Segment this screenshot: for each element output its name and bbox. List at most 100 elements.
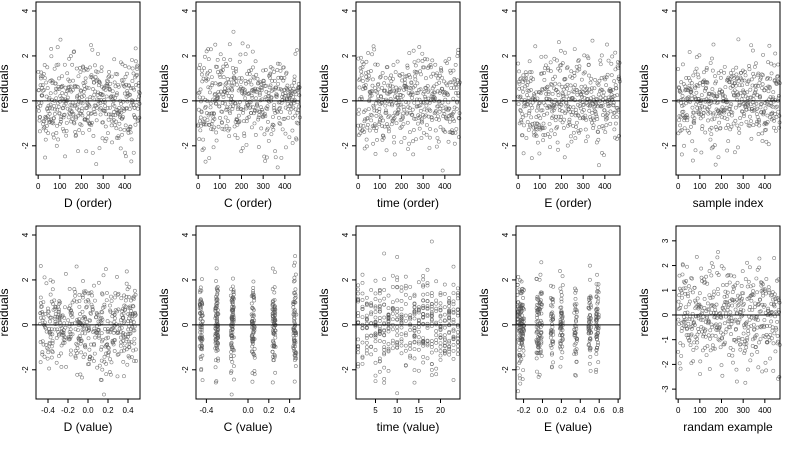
- data-point: [767, 43, 772, 48]
- data-point: [558, 333, 562, 338]
- data-point: [425, 84, 430, 88]
- data-point: [382, 365, 387, 370]
- data-point: [213, 81, 218, 86]
- data-point: [403, 363, 408, 368]
- data-point: [48, 335, 53, 340]
- data-point: [111, 342, 116, 347]
- data-point: [278, 122, 283, 126]
- data-point: [680, 272, 685, 277]
- data-point: [82, 289, 86, 294]
- data-point: [114, 322, 119, 327]
- data-point: [418, 87, 423, 92]
- data-point: [521, 368, 526, 372]
- data-point: [255, 103, 260, 108]
- data-point: [88, 310, 93, 315]
- data-point: [436, 139, 441, 144]
- data-point: [360, 304, 365, 309]
- data-point: [696, 75, 701, 80]
- data-point: [412, 309, 417, 314]
- data-point: [399, 312, 404, 317]
- data-point: [198, 330, 203, 335]
- data-point: [422, 89, 427, 94]
- data-point: [540, 108, 545, 113]
- data-point: [584, 86, 589, 91]
- data-point: [57, 332, 61, 337]
- data-point: [381, 135, 386, 140]
- data-point: [84, 305, 89, 310]
- data-point: [537, 90, 542, 95]
- data-point: [208, 69, 212, 73]
- data-point: [701, 334, 705, 339]
- data-point: [284, 70, 289, 75]
- data-point: [96, 51, 100, 56]
- data-point: [689, 89, 694, 94]
- data-point: [130, 296, 135, 300]
- data-point: [541, 138, 545, 143]
- data-point: [535, 369, 539, 374]
- data-point: [520, 340, 524, 345]
- data-point: [427, 146, 432, 150]
- data-point: [292, 308, 297, 313]
- data-point: [688, 288, 693, 293]
- data-point: [40, 350, 45, 355]
- data-point: [40, 352, 45, 357]
- data-point: [119, 340, 124, 345]
- data-point: [88, 354, 93, 359]
- data-point: [235, 107, 240, 112]
- data-point: [562, 155, 567, 160]
- data-point: [409, 90, 414, 95]
- data-point: [227, 80, 231, 85]
- data-point: [214, 286, 219, 291]
- data-point: [736, 145, 740, 150]
- data-point: [748, 304, 753, 309]
- data-point: [701, 314, 706, 319]
- data-point: [377, 118, 382, 122]
- data-point: [246, 115, 251, 120]
- data-point: [434, 348, 439, 353]
- data-point: [711, 265, 715, 269]
- data-point: [710, 333, 715, 338]
- data-point: [537, 300, 542, 304]
- data-point: [87, 357, 92, 362]
- data-point: [416, 329, 421, 334]
- data-point: [103, 327, 107, 331]
- data-point: [756, 73, 760, 78]
- data-point: [241, 119, 246, 124]
- data-point: [412, 116, 416, 121]
- data-point: [526, 80, 531, 85]
- data-point: [132, 336, 137, 341]
- data-point: [127, 295, 131, 299]
- data-point: [112, 295, 117, 300]
- data-point: [100, 305, 105, 310]
- data-point: [50, 302, 55, 306]
- data-point: [453, 63, 458, 67]
- data-point: [70, 117, 75, 122]
- data-point: [760, 86, 764, 90]
- data-point: [742, 78, 747, 83]
- data-point: [47, 330, 52, 334]
- data-point: [256, 145, 261, 149]
- data-point: [358, 131, 363, 136]
- data-point: [223, 61, 228, 66]
- data-point: [578, 116, 583, 121]
- data-point: [57, 315, 62, 320]
- data-point: [127, 285, 132, 290]
- data-point: [214, 316, 219, 321]
- data-point: [275, 68, 280, 72]
- x-tick-label: 100: [693, 182, 707, 191]
- data-point: [535, 308, 539, 313]
- data-point: [129, 298, 133, 303]
- data-point: [405, 120, 410, 125]
- data-point: [689, 327, 694, 331]
- data-point: [521, 296, 525, 300]
- data-point: [272, 70, 276, 74]
- data-point: [292, 275, 297, 280]
- data-point: [131, 304, 136, 309]
- data-point: [407, 141, 411, 146]
- data-point: [273, 149, 277, 154]
- data-point: [777, 375, 782, 379]
- data-point: [273, 270, 277, 274]
- data-point: [761, 293, 766, 298]
- data-point: [123, 298, 128, 303]
- data-point: [84, 85, 89, 90]
